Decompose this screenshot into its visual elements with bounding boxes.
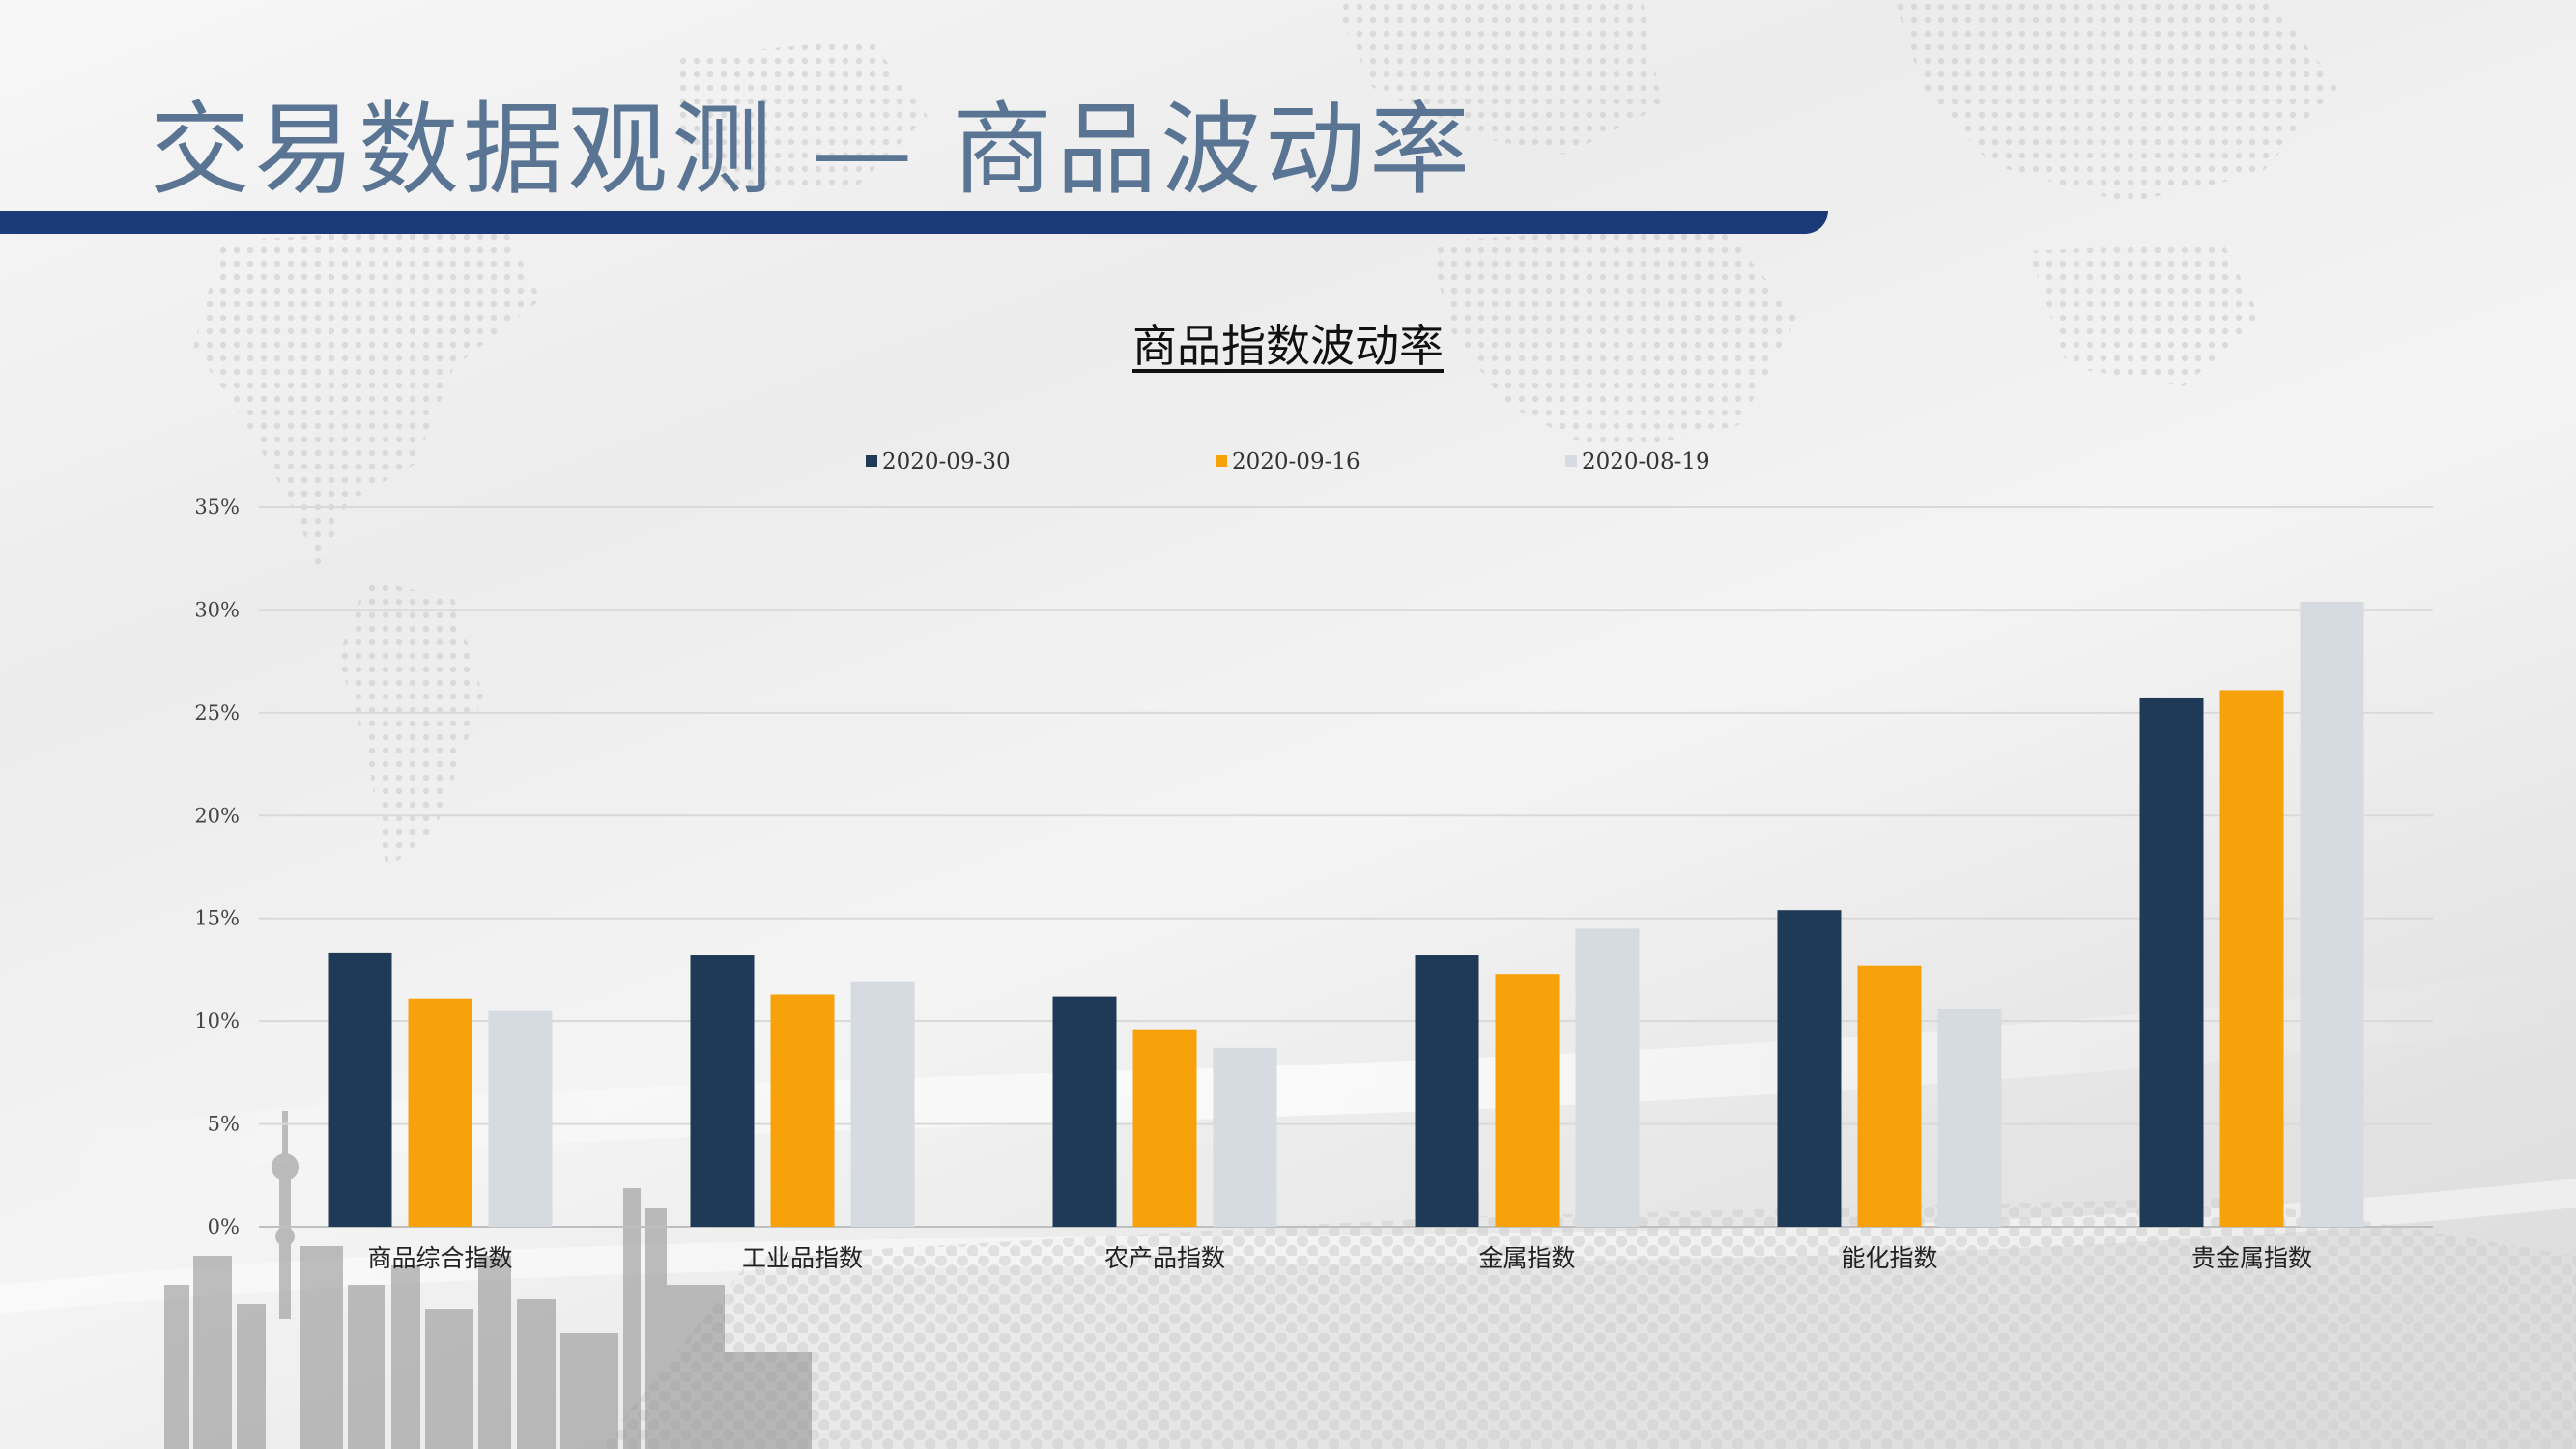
bar bbox=[1052, 996, 1117, 1227]
x-category-label: 商品综合指数 bbox=[367, 1244, 512, 1272]
legend-swatch bbox=[1565, 455, 1577, 467]
bar bbox=[1857, 965, 1922, 1227]
bar bbox=[328, 952, 392, 1227]
x-category-label: 贵金属指数 bbox=[2191, 1244, 2312, 1272]
bar bbox=[488, 1010, 553, 1227]
bar bbox=[2139, 697, 2204, 1227]
x-category-label: 农产品指数 bbox=[1104, 1244, 1225, 1272]
x-category-label: 金属指数 bbox=[1478, 1244, 1575, 1272]
x-category-label: 工业品指数 bbox=[742, 1244, 863, 1272]
y-tick-label: 30% bbox=[194, 598, 240, 621]
y-tick-label: 25% bbox=[194, 701, 240, 724]
y-tick-label: 35% bbox=[194, 496, 240, 519]
y-tick-label: 5% bbox=[208, 1113, 240, 1136]
bar bbox=[770, 994, 835, 1227]
y-axis: 0% 5% 10% 15% 20% 25% 30% 35% bbox=[194, 496, 240, 1238]
legend-swatch bbox=[866, 455, 877, 467]
bar bbox=[1495, 974, 1560, 1227]
legend-swatch bbox=[1216, 455, 1227, 467]
bars bbox=[328, 601, 2364, 1227]
bar bbox=[1575, 928, 1640, 1227]
page-title: 交易数据观测 — 商品波动率 bbox=[150, 91, 1474, 209]
bar bbox=[1937, 1009, 2002, 1227]
gridlines bbox=[259, 506, 2433, 1228]
bar bbox=[1777, 910, 1842, 1227]
legend-label: 2020-08-19 bbox=[1582, 449, 1710, 474]
legend: 2020-09-30 2020-09-16 2020-08-19 bbox=[866, 449, 1710, 474]
bar bbox=[690, 955, 755, 1227]
y-tick-label: 0% bbox=[208, 1215, 240, 1238]
bar bbox=[2219, 690, 2284, 1227]
bar bbox=[850, 981, 915, 1227]
bar bbox=[1132, 1029, 1197, 1227]
bar bbox=[1415, 955, 1479, 1227]
y-tick-label: 10% bbox=[194, 1009, 240, 1033]
legend-label: 2020-09-16 bbox=[1232, 449, 1360, 474]
bar bbox=[1213, 1047, 1277, 1227]
legend-label: 2020-09-30 bbox=[882, 449, 1011, 474]
title-underline-bar bbox=[0, 211, 1828, 234]
x-axis: 商品综合指数 工业品指数 农产品指数 金属指数 能化指数 贵金属指数 bbox=[367, 1244, 2312, 1272]
y-tick-label: 20% bbox=[194, 804, 240, 827]
y-tick-label: 15% bbox=[194, 907, 240, 930]
chart-title: 商品指数波动率 bbox=[1132, 320, 1444, 372]
bar bbox=[2300, 601, 2364, 1227]
bar bbox=[408, 998, 472, 1227]
x-category-label: 能化指数 bbox=[1841, 1244, 1937, 1272]
